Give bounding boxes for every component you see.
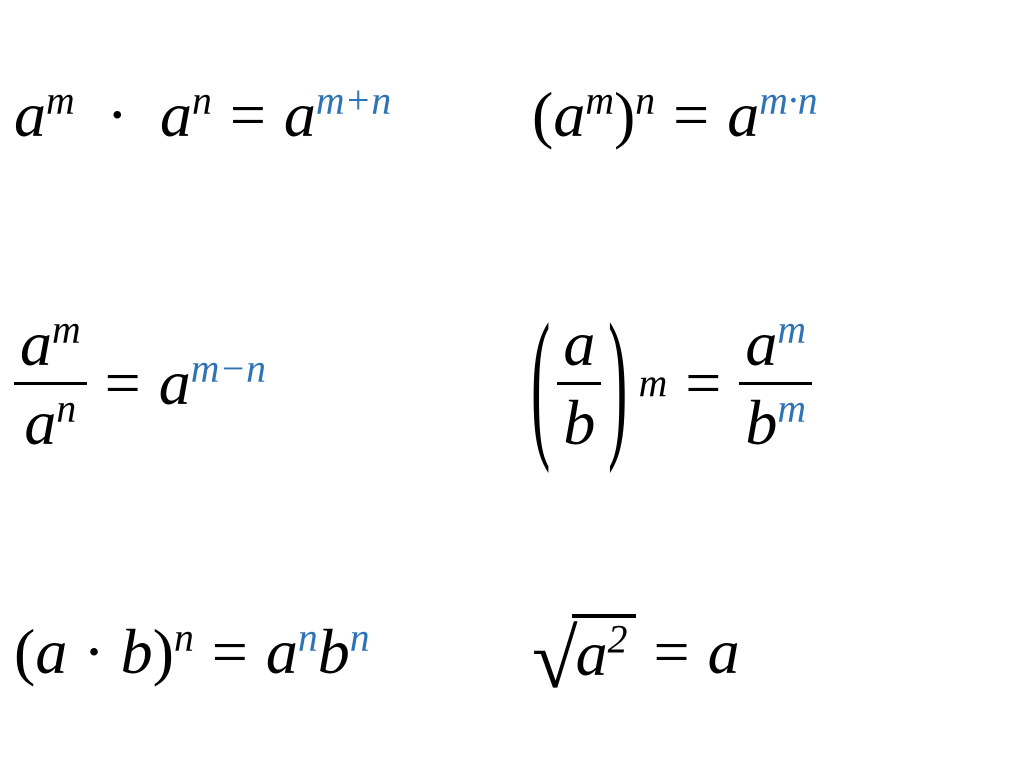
exp-n: n xyxy=(174,616,194,660)
rhs: am+n xyxy=(284,83,391,147)
fraction-bar xyxy=(739,382,812,385)
rhs: am−n xyxy=(159,351,266,415)
rparen: ) xyxy=(614,79,635,150)
equals-sign: = xyxy=(105,351,141,415)
exponent-rules-sheet: am · an = am+n (am)n = am·n am an = am−n xyxy=(0,0,1024,767)
denominator: bm xyxy=(739,389,812,457)
dot: · xyxy=(107,79,128,150)
formula-fraction-power: ( a b )m = am bm xyxy=(532,250,1010,516)
numerator: am xyxy=(739,310,812,378)
formula-quotient-rule: am an = am−n xyxy=(14,250,492,516)
formula-product-rule: am · an = am+n xyxy=(14,20,492,210)
exp-m: m xyxy=(46,79,75,123)
base-a: a xyxy=(553,79,585,150)
equals-sign: = xyxy=(212,620,248,684)
formula-sqrt-square: √ a2 = a xyxy=(532,557,1010,747)
lhs: √ a2 xyxy=(532,614,636,690)
lhs: am · an xyxy=(14,83,212,147)
exp-m-dot-n: m·n xyxy=(759,79,817,123)
equals-sign: = xyxy=(654,620,690,684)
rparen: ) xyxy=(153,616,174,687)
exp-n: n xyxy=(192,79,212,123)
rhs: am bm xyxy=(739,310,812,457)
fraction-bar xyxy=(557,382,601,385)
lhs: am an xyxy=(14,310,87,457)
fraction: a b xyxy=(557,310,601,457)
equals-sign: = xyxy=(685,351,721,415)
formula-product-power: (a · b)n = anbn xyxy=(14,557,492,747)
denominator: b xyxy=(557,389,601,457)
exp-n: n xyxy=(635,79,655,123)
radicand: a2 xyxy=(572,614,636,689)
rhs: a xyxy=(708,620,740,684)
base-a: a xyxy=(284,79,316,150)
lhs: (a · b)n xyxy=(14,620,194,684)
equals-sign: = xyxy=(673,83,709,147)
exp-m-plus-n: m+n xyxy=(316,79,391,123)
base-a: a xyxy=(727,79,759,150)
rhs: anbn xyxy=(266,620,370,684)
formula-power-rule: (am)n = am·n xyxy=(532,20,1010,210)
numerator: a xyxy=(557,310,601,378)
equals-sign: = xyxy=(230,83,266,147)
lparen: ( xyxy=(532,79,553,150)
fraction-bar xyxy=(14,382,87,385)
exp-m: m xyxy=(585,79,614,123)
fraction: am bm xyxy=(739,310,812,457)
lhs: ( a b )m xyxy=(532,310,667,457)
lparen: ( xyxy=(14,616,35,687)
denominator: an xyxy=(18,389,82,457)
fraction: am an xyxy=(14,310,87,457)
base-a: a xyxy=(14,79,46,150)
base-a: a xyxy=(159,347,191,418)
numerator: am xyxy=(14,310,87,378)
base-a: a xyxy=(160,79,192,150)
rhs: am·n xyxy=(727,83,817,147)
exp-m-minus-n: m−n xyxy=(191,347,266,391)
square-root: √ a2 xyxy=(532,614,636,689)
radical-sign: √ xyxy=(532,622,578,697)
lhs: (am)n xyxy=(532,83,655,147)
